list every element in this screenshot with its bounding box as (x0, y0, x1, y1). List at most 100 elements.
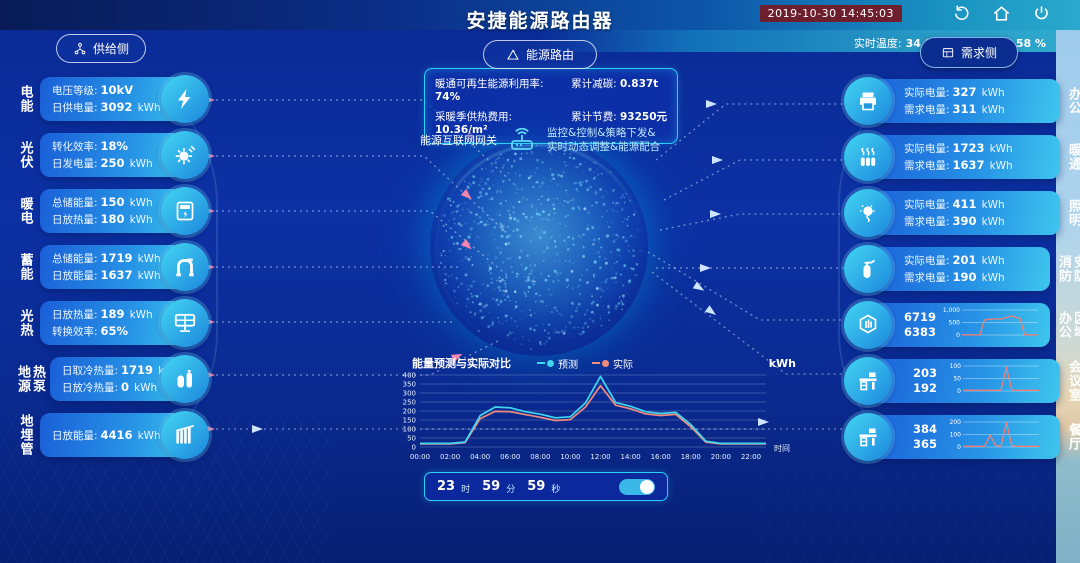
supply-card-pv[interactable]: 转化效率: 18% 日发电量: 250 kWh (40, 133, 193, 177)
demand-card-fire-security[interactable]: 实际电量: 201 kWh 需求电量: 190 kWh (866, 247, 1050, 291)
clock-minute: 59 (482, 479, 500, 494)
legend-forecast: 预测 (537, 356, 578, 371)
meter-icon (161, 187, 209, 235)
actual-value: 203 (913, 366, 937, 381)
svg-text:00:00: 00:00 (410, 453, 430, 461)
actual-value: 384 (913, 422, 937, 437)
category-label: 地埋管 (14, 412, 36, 458)
supply-column: 电能 电压等级: 10kV 日供电量: 3092 kWh 光伏 转化效率: 18% 日发… (14, 76, 211, 468)
org-chart-icon (73, 42, 87, 56)
supply-card-heat-power[interactable]: 总储能量: 150 kWh 日放热量: 180 kWh (40, 189, 193, 233)
svg-text:1,000: 1,000 (943, 307, 960, 314)
svg-text:50: 50 (407, 435, 416, 443)
sun-icon (161, 131, 209, 179)
tank-icon (161, 355, 209, 403)
legend-actual: 实际 (592, 356, 633, 371)
demand-value: 192 (913, 381, 937, 396)
svg-text:时间: 时间 (774, 443, 790, 453)
supply-side-button[interactable]: 供给侧 (56, 34, 146, 63)
kpi-carbon: 累计减碳: 0.837t (571, 76, 667, 103)
svg-text:0: 0 (412, 444, 416, 452)
demand-item-dining: 384 365 200 100 0 餐厅 (846, 414, 1080, 460)
home-icon[interactable] (990, 2, 1012, 24)
svg-text:14:00: 14:00 (621, 453, 641, 461)
svg-text:0: 0 (957, 388, 961, 395)
svg-text:22:00: 22:00 (741, 453, 761, 461)
spark-chart-meeting-room: 100 50 0 (943, 361, 1047, 401)
clock-toggle[interactable] (619, 479, 655, 495)
svg-text:100: 100 (403, 426, 416, 434)
supply-card-electric[interactable]: 电压等级: 10kV 日供电量: 3092 kWh (40, 77, 193, 121)
gateway-row: 能源互联网网关 监控&控制&策略下发& 实时动态调整&能源配合 (420, 126, 720, 154)
spark-chart-dining: 200 100 0 (943, 417, 1047, 457)
desk-icon (844, 357, 892, 405)
svg-text:20:00: 20:00 (711, 453, 731, 461)
supply-item-solar-heat: 光热 日放热量: 189 kWh 转换效率: 65% (14, 300, 211, 346)
demand-item-hvac: 实际电量: 1723 kWh 需求电量: 1637 kWh 暖通 (846, 134, 1080, 180)
clock-second: 59 (527, 479, 545, 494)
category-label: 会议室 (1066, 360, 1080, 402)
supply-card-solar-heat[interactable]: 日放热量: 189 kWh 转换效率: 65% (40, 301, 193, 345)
demand-card-dining[interactable]: 384 365 200 100 0 (866, 415, 1060, 459)
demand-card-office[interactable]: 实际电量: 327 kWh 需求电量: 311 kWh (866, 79, 1060, 123)
category-label: 照明 (1066, 199, 1080, 227)
supply-card-buried-pipe[interactable]: 日放能量: 4416 kWh (40, 413, 193, 457)
category-label: 暖通 (1066, 143, 1080, 171)
svg-text:10:00: 10:00 (560, 453, 580, 461)
demand-item-lighting: 实际电量: 411 kWh 需求电量: 390 kWh 照明 (846, 190, 1080, 236)
demand-card-meeting-room[interactable]: 203 192 100 50 0 (866, 359, 1060, 403)
recycle-icon (506, 48, 520, 62)
forecast-vs-actual-chart: 能量预测与实际对比 预测 实际 kWh 0 50 100 150 200 250 300 35… (394, 354, 810, 470)
svg-text:100: 100 (950, 432, 962, 439)
category-label: 地源热泵 (14, 362, 46, 396)
category-label: 办公区域 (1056, 308, 1080, 342)
supply-item-electric: 电能 电压等级: 10kV 日供电量: 3092 kWh (14, 76, 211, 122)
supply-item-ground-source: 地源热泵 日取冷热量:1719kWh 日放冷热量:0kWh (14, 356, 211, 402)
printer-icon (844, 77, 892, 125)
chart-unit-label: kWh (769, 357, 796, 370)
demand-card-lighting[interactable]: 实际电量: 411 kWh 需求电量: 390 kWh (866, 191, 1060, 235)
category-label: 蓄能 (14, 244, 36, 290)
demand-card-office-area[interactable]: 6719 6383 1,000 500 0 (866, 303, 1050, 347)
svg-text:04:00: 04:00 (470, 453, 490, 461)
svg-text:02:00: 02:00 (440, 453, 460, 461)
svg-text:18:00: 18:00 (681, 453, 701, 461)
category-label: 光热 (14, 300, 36, 346)
demand-item-office-area: 6719 6383 1,000 500 0 办公区域 (846, 302, 1080, 348)
demand-side-button[interactable]: 需求侧 (920, 37, 1018, 68)
heating-icon (844, 133, 892, 181)
extinguisher-icon (844, 245, 892, 293)
demand-card-hvac[interactable]: 实际电量: 1723 kWh 需求电量: 1637 kWh (866, 135, 1060, 179)
category-label: 餐厅 (1066, 423, 1080, 451)
svg-text:150: 150 (403, 417, 416, 425)
pipe-icon (161, 243, 209, 291)
svg-text:12:00: 12:00 (590, 453, 610, 461)
demand-column: 实际电量: 327 kWh 需求电量: 311 kWh 办公 实际电量: 1723 kWh … (846, 78, 1080, 470)
panel-icon (941, 46, 955, 60)
svg-text:08:00: 08:00 (530, 453, 550, 461)
svg-text:50: 50 (953, 376, 961, 383)
page-title: 安捷能源路由器 (0, 6, 1080, 33)
undo-icon[interactable] (950, 2, 972, 24)
gateway-description: 监控&控制&策略下发& 实时动态调整&能源配合 (547, 126, 660, 154)
energy-router-button[interactable]: 能源路由 (483, 40, 597, 69)
svg-text:200: 200 (403, 408, 416, 416)
chart-legend: 预测 实际 (537, 356, 633, 371)
supply-card-storage[interactable]: 总储能量: 1719 kWh 日放能量: 1637 kWh (40, 245, 193, 289)
demand-value: 6383 (904, 325, 936, 340)
power-icon[interactable] (1030, 2, 1052, 24)
datetime-display: 2019-10-30 14:45:03 (760, 5, 902, 22)
supply-card-ground-source[interactable]: 日取冷热量:1719kWh 日放冷热量:0kWh (50, 357, 193, 401)
svg-text:200: 200 (950, 419, 962, 426)
svg-text:06:00: 06:00 (500, 453, 520, 461)
svg-text:0: 0 (956, 332, 960, 339)
supply-item-storage: 蓄能 总储能量: 1719 kWh 日放能量: 1637 kWh (14, 244, 211, 290)
demand-item-fire-security: 实际电量: 201 kWh 需求电量: 190 kWh 消防安防 (846, 246, 1080, 292)
supply-item-buried-pipe: 地埋管 日放能量: 4416 kWh (14, 412, 211, 458)
actual-value: 6719 (904, 310, 936, 325)
svg-text:350: 350 (403, 381, 416, 389)
supply-item-pv: 光伏 转化效率: 18% 日发电量: 250 kWh (14, 132, 211, 178)
demand-value: 365 (913, 437, 937, 452)
clock-hour: 23 (437, 479, 455, 494)
category-label: 暖电 (14, 188, 36, 234)
